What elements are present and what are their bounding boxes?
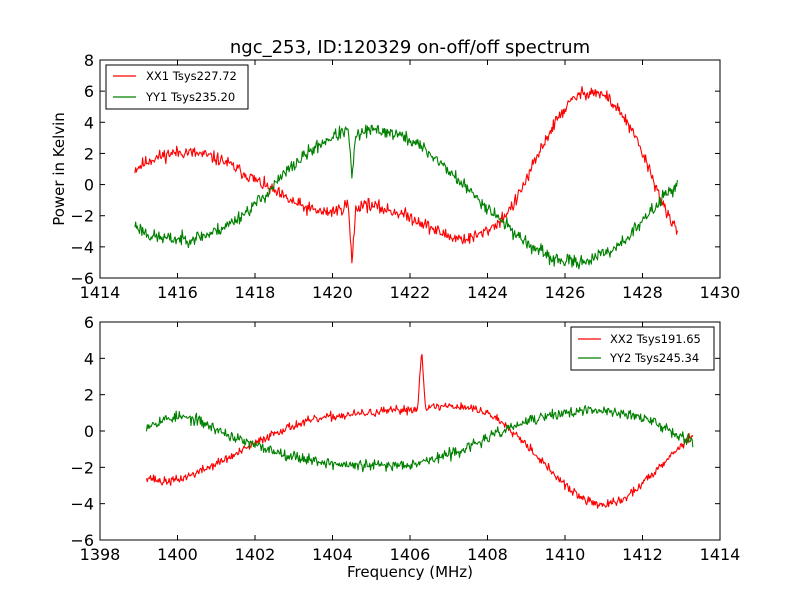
top-chart-title: ngc_253, ID:120329 on-off/off spectrum: [230, 37, 590, 58]
top-x-tick-label: 1420: [312, 283, 353, 302]
bottom-ticks: 1398 1400 1402 1404 1406 1408 1410 1412 1414 −6 −4…: [70, 313, 740, 564]
bottom-x-tick-label: 1410: [545, 545, 586, 564]
bottom-x-tick-label: 1404: [312, 545, 353, 564]
top-series-line-1: [134, 85, 678, 264]
top-y-tick-label: 4: [84, 113, 94, 132]
top-ticks: 1414 1416 1418 1420 1422 1424 1426 1428 1430 −6 −4…: [70, 51, 740, 302]
bottom-x-tick-label: 1398: [80, 545, 121, 564]
bottom-legend-label-yy2: YY2 Tsys245.34: [609, 351, 699, 365]
bottom-x-tick-label: 1408: [467, 545, 508, 564]
top-y-tick-label: 0: [84, 176, 94, 195]
top-legend-label-yy1: YY1 Tsys235.20: [145, 90, 235, 104]
top-y-tick-label: −6: [70, 269, 94, 288]
bottom-y-tick-label: 2: [84, 386, 94, 405]
top-plot: ngc_253, ID:120329 on-off/off spectrum P…: [50, 37, 740, 302]
top-y-tick-label: 6: [84, 82, 94, 101]
top-legend-label-xx1: XX1 Tsys227.72: [146, 69, 237, 83]
bottom-legend-label-xx2: XX2 Tsys191.65: [610, 332, 701, 346]
bottom-y-tick-label: −2: [70, 458, 94, 477]
top-series-line-2: [134, 124, 678, 270]
top-y-tick-label: 2: [84, 144, 94, 163]
bottom-legend: XX2 Tsys191.65 YY2 Tsys245.34: [570, 326, 715, 371]
bottom-x-tick-label: 1400: [157, 545, 198, 564]
bottom-x-tick-label: 1402: [235, 545, 276, 564]
top-y-tick-label: 8: [84, 51, 94, 70]
top-y-tick-label: −2: [70, 207, 94, 226]
bottom-plot-area: [145, 353, 694, 509]
bottom-x-tick-label: 1414: [700, 545, 741, 564]
bottom-y-tick-label: 0: [84, 422, 94, 441]
bottom-series-line-2: [145, 404, 694, 473]
top-x-tick-label: 1422: [390, 283, 431, 302]
top-y-axis-label: Power in Kelvin: [50, 112, 68, 226]
bottom-x-tick-label: 1406: [390, 545, 431, 564]
bottom-plot: 1398 1400 1402 1404 1406 1408 1410 1412 1414 −6 −4…: [70, 313, 740, 581]
bottom-y-tick-label: −4: [70, 495, 94, 514]
top-x-tick-label: 1428: [622, 283, 663, 302]
bottom-y-tick-label: 4: [84, 349, 94, 368]
top-x-tick-label: 1426: [545, 283, 586, 302]
top-x-tick-label: 1418: [235, 283, 276, 302]
top-x-tick-label: 1424: [467, 283, 508, 302]
bottom-x-tick-label: 1412: [622, 545, 663, 564]
top-x-tick-label: 1414: [80, 283, 121, 302]
bottom-legend-box: [570, 326, 715, 371]
bottom-y-tick-label: 6: [84, 313, 94, 332]
top-y-tick-label: −4: [70, 238, 94, 257]
bottom-x-axis-label: Frequency (MHz): [347, 563, 473, 581]
top-legend-box: [105, 64, 249, 110]
bottom-series-line-1: [145, 353, 694, 509]
top-x-tick-label: 1416: [157, 283, 198, 302]
top-x-tick-label: 1430: [700, 283, 741, 302]
top-legend: XX1 Tsys227.72 YY1 Tsys235.20: [105, 64, 249, 110]
bottom-y-tick-label: −6: [70, 531, 94, 550]
top-plot-area: [134, 85, 678, 270]
